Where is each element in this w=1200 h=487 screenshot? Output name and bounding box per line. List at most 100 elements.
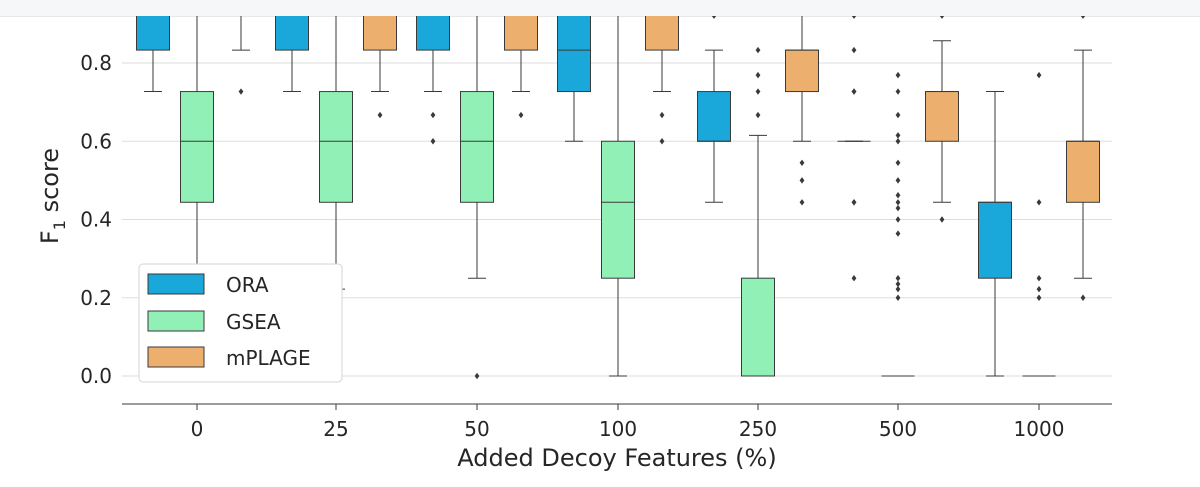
outlier-point: [1080, 16, 1086, 19]
box-ora: [136, 16, 170, 51]
box-group-gsea-250: [741, 46, 775, 377]
box-group-mplage-500: [925, 16, 959, 223]
legend-swatch-mplage: [147, 346, 205, 368]
x-tick-label: 0: [191, 417, 204, 441]
y-tick-label: 0.0: [80, 364, 112, 388]
outlier-point: [895, 138, 901, 145]
outlier-point: [659, 111, 665, 119]
outlier-point: [895, 111, 901, 119]
outlier-point: [851, 274, 857, 282]
outlier-point: [895, 199, 901, 206]
outlier-point: [238, 88, 244, 95]
box-gsea: [741, 277, 775, 377]
outlier-point: [895, 204, 901, 212]
box-ora: [697, 91, 731, 142]
box-group-ora-0: [136, 16, 170, 93]
x-tick-label: 1000: [1014, 417, 1065, 441]
outlier-point: [851, 199, 857, 206]
outlier-point: [1080, 294, 1086, 301]
x-tick-label: 500: [879, 417, 917, 441]
outlier-point: [895, 71, 901, 79]
outlier-point: [1036, 294, 1042, 301]
x-tick-label: 25: [323, 417, 348, 441]
outlier-point: [799, 177, 805, 184]
box-group-gsea-1000: [1022, 71, 1056, 377]
box-group-gsea-50: [460, 16, 494, 380]
y-tick-label: 0.4: [80, 208, 112, 232]
box-mplage: [1066, 140, 1100, 203]
box-group-mplage-0: [232, 16, 250, 95]
y-axis-label-f: F: [36, 230, 64, 244]
outlier-point: [799, 199, 805, 206]
outlier-point: [851, 88, 857, 95]
outlier-point: [851, 46, 857, 54]
box-group-mplage-250: [785, 16, 819, 206]
box-ora: [275, 16, 309, 51]
box-mplage: [645, 16, 679, 51]
x-axis-label: Added Decoy Features (%): [457, 444, 776, 472]
outlier-point: [799, 159, 805, 166]
box-gsea: [601, 140, 635, 279]
box-group-gsea-25: [319, 16, 353, 290]
box-ora: [416, 16, 450, 51]
box-group-mplage-25: [363, 16, 397, 119]
outlier-point: [377, 111, 383, 119]
y-tick-label: 0.8: [80, 51, 112, 75]
outlier-point: [895, 192, 901, 199]
x-tick-label: 250: [739, 417, 777, 441]
y-axis-label-score: score: [36, 148, 64, 220]
outlier-point: [895, 285, 901, 293]
legend-swatch-ora: [147, 273, 205, 295]
box-group-gsea-100: [601, 16, 635, 377]
box-gsea: [180, 91, 214, 203]
box-mplage: [363, 16, 397, 51]
legend-swatch-gsea: [147, 310, 205, 332]
outlier-point: [895, 230, 901, 237]
outlier-point: [895, 280, 901, 288]
outlier-point: [895, 132, 901, 139]
y-tick-label: 0.6: [80, 129, 112, 153]
outlier-point: [895, 294, 901, 301]
box-group-ora-100: [557, 16, 591, 142]
outlier-point: [895, 159, 901, 166]
box-mplage: [504, 16, 538, 51]
box-group-ora-1000: [978, 91, 1012, 377]
box-group-ora-50: [416, 16, 450, 145]
outlier-point: [755, 88, 761, 95]
outlier-point: [474, 372, 480, 380]
x-tick-label: 50: [464, 417, 489, 441]
outlier-point: [895, 177, 901, 184]
box-group-mplage-1000: [1066, 16, 1100, 301]
box-group-mplage-50: [504, 16, 538, 119]
box-mplage: [785, 49, 819, 93]
outlier-point: [895, 216, 901, 223]
outlier-point: [518, 111, 524, 119]
box-groups: [136, 16, 1100, 380]
outlier-point: [1036, 274, 1042, 282]
legend-label-mplage: mPLAGE: [226, 346, 311, 370]
box-group-ora-250: [697, 16, 731, 203]
outlier-point: [659, 138, 665, 145]
legend: ORA GSEA mPLAGE: [138, 263, 343, 383]
outlier-point: [1036, 199, 1042, 206]
box-mplage: [925, 91, 959, 142]
box-group-gsea-500: [881, 71, 915, 377]
outlier-point: [711, 16, 717, 19]
box-gsea: [319, 91, 353, 203]
axes: 0.0 0.2 0.4 0.6 0.8 0 25 50 100 250 500 1000: [80, 51, 1112, 441]
outlier-point: [1036, 285, 1042, 293]
outlier-point: [755, 111, 761, 119]
outlier-point: [1036, 71, 1042, 79]
outlier-point: [939, 216, 945, 223]
y-tick-label: 0.2: [80, 286, 112, 310]
y-axis-label: F1 score: [36, 148, 69, 244]
outlier-point: [895, 88, 901, 95]
outlier-point: [851, 16, 857, 19]
box-group-ora-25: [275, 16, 309, 93]
x-tick-label: 100: [599, 417, 637, 441]
y-axis-label-subscript: 1: [50, 220, 69, 230]
outlier-point: [895, 274, 901, 282]
window-top-bar: [0, 0, 1200, 17]
legend-label-ora: ORA: [226, 273, 269, 297]
